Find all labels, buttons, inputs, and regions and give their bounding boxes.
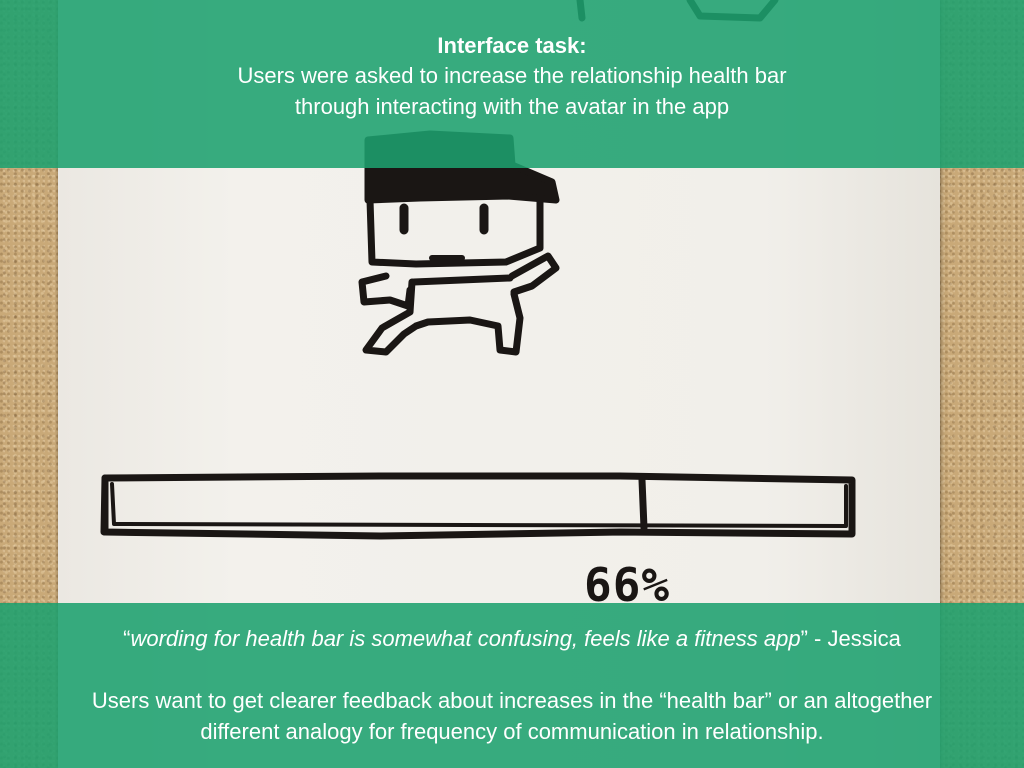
quote-open-mark: “ (123, 626, 131, 651)
task-title: Interface task: (437, 33, 587, 58)
task-description-line-2: through interacting with the avatar in t… (294, 94, 730, 119)
user-quote: “wording for health bar is somewhat conf… (0, 624, 1024, 654)
finding-line-2: different analogy for frequency of commu… (200, 719, 824, 744)
health-bar-fill-divider (638, 476, 648, 532)
quote-attribution: ” - Jessica (800, 626, 901, 651)
task-banner: Interface task: Users were asked to incr… (0, 0, 1024, 168)
feedback-banner (0, 603, 1024, 768)
finding-line-1: Users want to get clearer feedback about… (91, 688, 933, 713)
health-bar-sketch (100, 472, 856, 540)
quote-text: wording for health bar is somewhat confu… (130, 626, 801, 651)
task-description-line-1: Users were asked to increase the relatio… (237, 63, 787, 88)
